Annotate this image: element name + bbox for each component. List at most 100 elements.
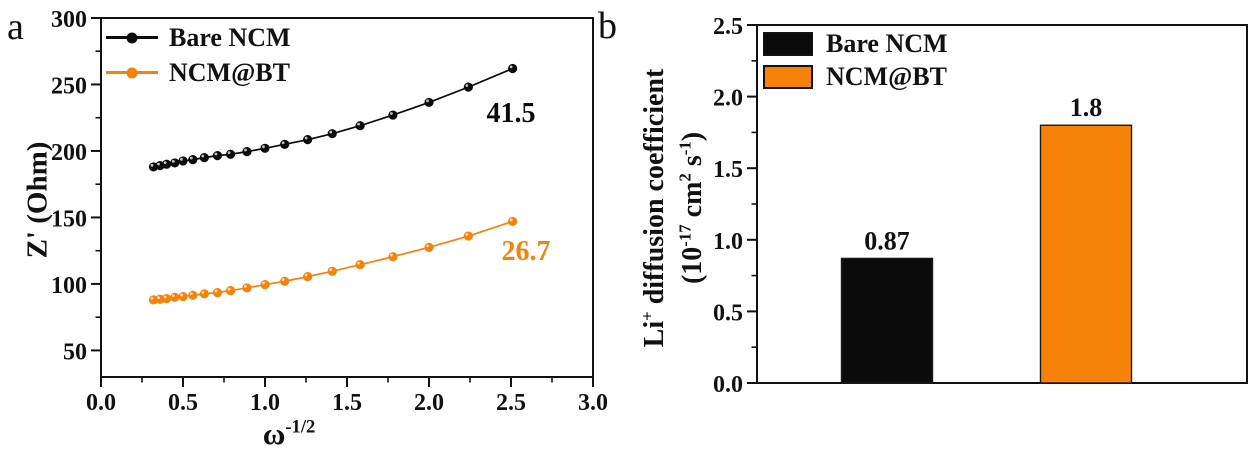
b-legend-item-bare-ncm: Bare NCM <box>763 31 948 57</box>
marker-highlight <box>150 163 154 167</box>
data-point-marker <box>355 260 365 270</box>
b-legend: Bare NCM NCM@BT <box>763 31 948 97</box>
data-point-marker <box>188 155 198 165</box>
data-point-marker <box>355 121 365 131</box>
marker-highlight <box>357 122 361 126</box>
marker-highlight <box>244 284 247 288</box>
marker-highlight <box>180 157 183 161</box>
data-point-marker <box>242 283 252 293</box>
marker-highlight <box>262 281 265 285</box>
b-legend-label-ncmbt: NCM@BT <box>826 62 947 91</box>
b-legend-item-ncmbt: NCM@BT <box>763 64 948 90</box>
b-y-axis-title-line1: Li+ diffusion coefficient <box>637 68 670 348</box>
data-point-marker <box>424 242 434 252</box>
bare-ncm-line-marker-icon <box>106 32 158 43</box>
y-tick-label: 0.0 <box>713 372 743 398</box>
data-point-marker <box>303 272 313 282</box>
marker-highlight <box>281 278 285 282</box>
y-tick-label: 1.0 <box>713 229 743 255</box>
data-point-marker <box>327 129 337 139</box>
panel-b-label: b <box>598 5 617 47</box>
data-point-marker <box>170 158 180 168</box>
x-tick-label: 2.0 <box>414 390 444 416</box>
data-point-marker <box>225 149 236 159</box>
ncmbt-dot-icon <box>126 67 138 78</box>
data-point-marker <box>508 63 518 74</box>
ncmbt-line-marker-icon <box>106 67 158 78</box>
marker-highlight <box>214 152 218 156</box>
marker-highlight <box>180 293 183 297</box>
marker-highlight <box>189 156 193 160</box>
a-legend-label-ncmbt: NCM@BT <box>169 57 290 87</box>
marker-highlight <box>357 261 361 265</box>
data-point-marker <box>212 287 223 298</box>
marker-highlight <box>329 268 333 272</box>
data-point-marker <box>463 82 473 92</box>
bare-ncm-slope-annotation: 41.5 <box>486 98 536 129</box>
marker-highlight <box>201 154 205 158</box>
marker-highlight <box>426 99 429 103</box>
marker-highlight <box>150 296 154 300</box>
marker-highlight <box>390 253 393 257</box>
marker-highlight <box>163 161 167 165</box>
y-tick-label: 100 <box>51 273 87 299</box>
bare-ncm-swatch-icon <box>763 32 813 56</box>
y-tick-label: 300 <box>51 7 87 33</box>
data-point-marker <box>280 276 290 286</box>
data-point-marker <box>199 153 209 163</box>
y-tick-label: 0.5 <box>713 300 743 326</box>
x-tick-label: 3.0 <box>578 390 608 416</box>
b-legend-label-bare-ncm: Bare NCM <box>826 29 948 58</box>
series-line <box>153 220 513 301</box>
data-point-marker <box>225 285 236 296</box>
marker-highlight <box>201 290 205 294</box>
bar <box>1039 124 1133 384</box>
marker-highlight <box>163 295 167 299</box>
a-legend: Bare NCM NCM@BT <box>106 20 291 90</box>
data-point-marker <box>260 143 270 153</box>
marker-highlight <box>304 273 308 277</box>
marker-highlight <box>509 218 513 222</box>
bare-ncm-dot-icon <box>126 32 138 43</box>
marker-highlight <box>171 294 175 298</box>
a-legend-label-bare-ncm: Bare NCM <box>169 22 291 52</box>
y-tick-label: 2.0 <box>713 86 743 112</box>
data-point-marker <box>463 231 473 241</box>
data-point-marker <box>508 216 518 227</box>
a-legend-item-ncmbt: NCM@BT <box>106 55 291 90</box>
marker-highlight <box>426 244 429 248</box>
marker-highlight <box>509 65 513 69</box>
marker-highlight <box>465 233 469 236</box>
data-point-marker <box>178 156 188 166</box>
ncmbt-slope-annotation: 26.7 <box>501 236 551 267</box>
x-tick-label: 2.5 <box>496 390 526 416</box>
marker-highlight <box>262 145 265 149</box>
b-y-axis-title-line2: (10-17 cm2 s-1) <box>675 131 708 285</box>
y-tick-label: 150 <box>51 206 87 232</box>
marker-highlight <box>281 141 285 145</box>
b-y-axis-title: Li+ diffusion coefficient (10-17 cm2 s-1… <box>636 69 712 348</box>
panel-a-label: a <box>7 6 24 48</box>
marker-highlight <box>304 136 308 140</box>
y-tick-label: 1.5 <box>713 157 743 183</box>
x-tick-label: 0.0 <box>86 390 116 416</box>
data-point-marker <box>199 289 209 299</box>
data-point-marker <box>303 135 313 145</box>
data-point-marker <box>212 151 223 161</box>
x-tick-label: 1.5 <box>332 390 362 416</box>
marker-highlight <box>227 287 231 291</box>
marker-highlight <box>329 130 333 134</box>
y-tick-label: 250 <box>51 73 87 99</box>
data-point-marker <box>188 290 198 300</box>
marker-highlight <box>465 84 469 87</box>
marker-highlight <box>227 151 231 155</box>
data-point-marker <box>388 252 398 262</box>
data-point-marker <box>162 293 172 304</box>
x-tick-label: 0.5 <box>168 390 198 416</box>
a-x-axis-title: ω-1/2 <box>262 416 316 451</box>
marker-highlight <box>390 112 393 115</box>
data-point-marker <box>170 292 180 302</box>
a-legend-item-bare-ncm: Bare NCM <box>106 20 291 55</box>
y-tick-label: 2.5 <box>713 14 743 40</box>
